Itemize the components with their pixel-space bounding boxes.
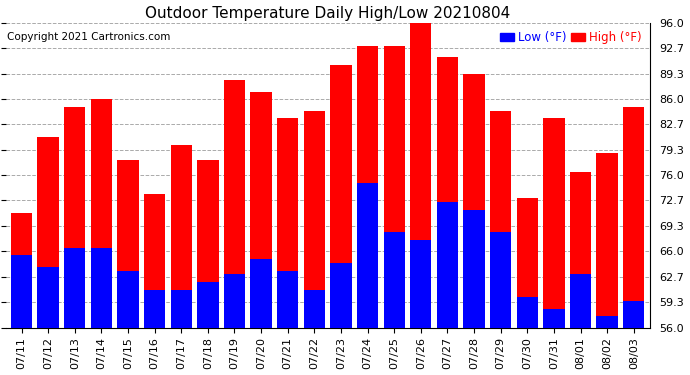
Bar bbox=[117, 160, 139, 328]
Bar bbox=[623, 107, 644, 328]
Bar bbox=[517, 198, 538, 328]
Bar bbox=[543, 309, 564, 328]
Bar bbox=[277, 118, 298, 328]
Bar bbox=[37, 267, 59, 328]
Bar bbox=[384, 232, 405, 328]
Bar bbox=[464, 74, 484, 328]
Bar bbox=[437, 57, 458, 328]
Bar bbox=[490, 232, 511, 328]
Bar bbox=[570, 274, 591, 328]
Bar bbox=[144, 290, 166, 328]
Bar bbox=[11, 255, 32, 328]
Bar bbox=[11, 213, 32, 328]
Bar bbox=[384, 46, 405, 328]
Bar bbox=[37, 137, 59, 328]
Bar bbox=[170, 290, 192, 328]
Bar bbox=[64, 107, 86, 328]
Bar bbox=[410, 23, 431, 328]
Bar bbox=[331, 65, 352, 328]
Bar bbox=[517, 297, 538, 328]
Title: Outdoor Temperature Daily High/Low 20210804: Outdoor Temperature Daily High/Low 20210… bbox=[145, 6, 511, 21]
Bar bbox=[570, 171, 591, 328]
Bar bbox=[623, 301, 644, 328]
Bar bbox=[90, 99, 112, 328]
Bar bbox=[117, 270, 139, 328]
Bar bbox=[410, 240, 431, 328]
Bar bbox=[490, 111, 511, 328]
Bar bbox=[277, 270, 298, 328]
Bar bbox=[224, 80, 245, 328]
Bar bbox=[144, 194, 166, 328]
Bar bbox=[224, 274, 245, 328]
Bar bbox=[170, 145, 192, 328]
Bar bbox=[437, 202, 458, 328]
Bar bbox=[357, 46, 378, 328]
Bar bbox=[304, 111, 325, 328]
Bar bbox=[331, 263, 352, 328]
Bar bbox=[197, 282, 219, 328]
Bar bbox=[250, 92, 272, 328]
Bar bbox=[250, 259, 272, 328]
Bar bbox=[90, 248, 112, 328]
Bar bbox=[197, 160, 219, 328]
Bar bbox=[596, 316, 618, 328]
Text: Copyright 2021 Cartronics.com: Copyright 2021 Cartronics.com bbox=[7, 32, 170, 42]
Bar bbox=[357, 183, 378, 328]
Bar bbox=[464, 210, 484, 328]
Bar bbox=[64, 248, 86, 328]
Bar bbox=[543, 118, 564, 328]
Bar bbox=[596, 153, 618, 328]
Legend: Low (°F), High (°F): Low (°F), High (°F) bbox=[497, 29, 644, 47]
Bar bbox=[304, 290, 325, 328]
